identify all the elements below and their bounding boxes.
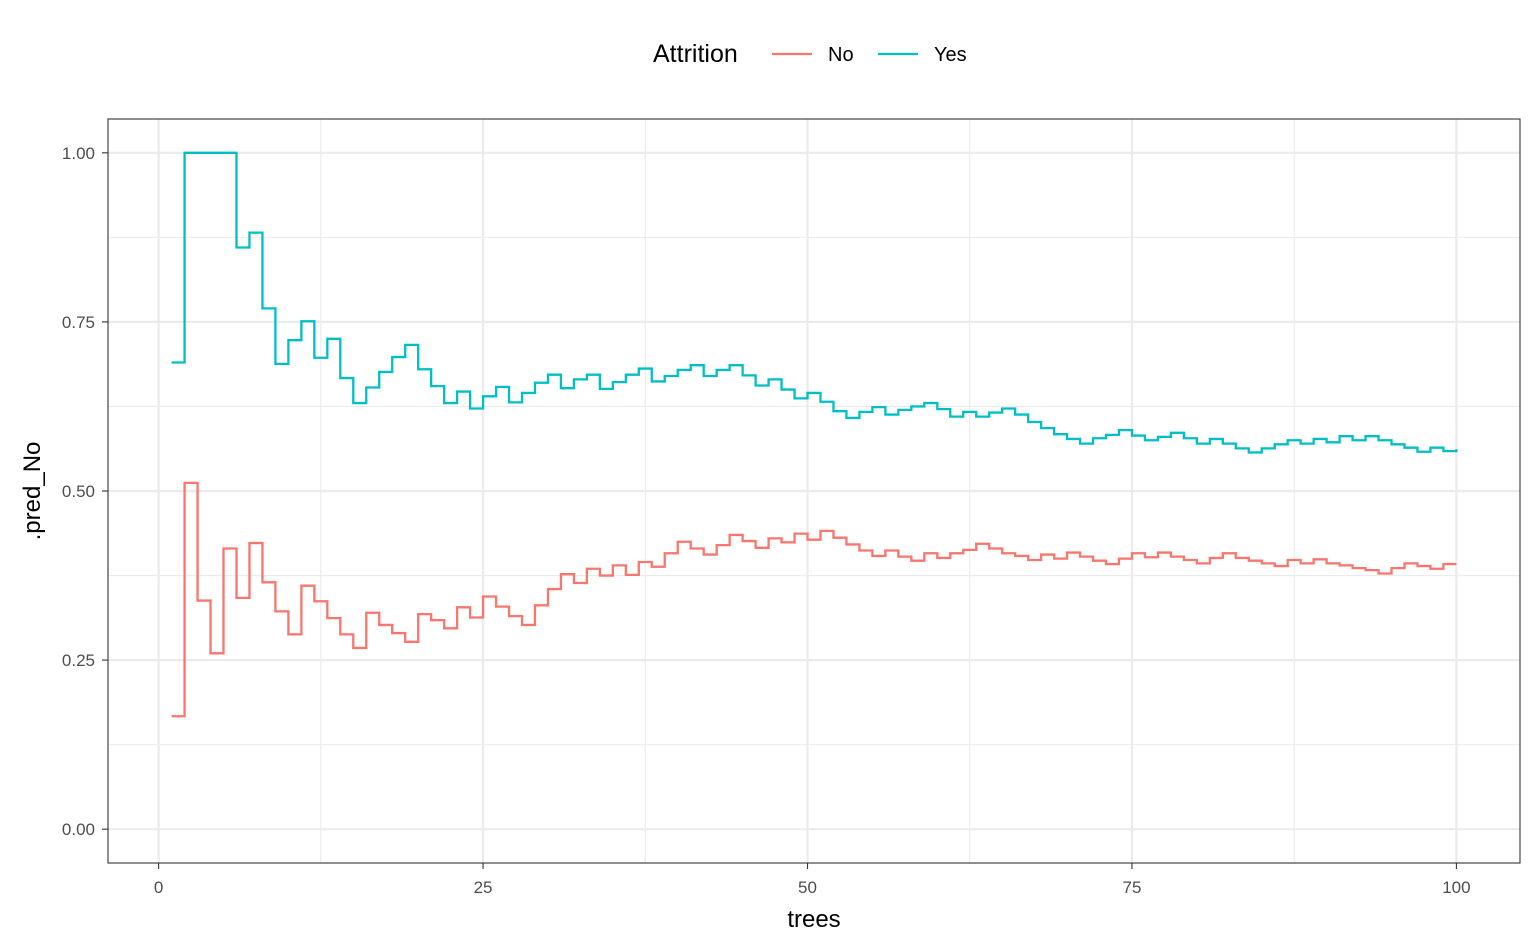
legend: Attrition No Yes xyxy=(653,40,967,68)
series-layer xyxy=(171,151,1458,718)
x-tick-label: 25 xyxy=(474,878,493,897)
y-tick-label: 0.50 xyxy=(62,482,95,501)
y-tick-label: 1.00 xyxy=(62,144,95,163)
legend-label-no: No xyxy=(828,44,854,66)
y-tick-label: 0.75 xyxy=(62,313,95,332)
series-line-yes xyxy=(171,151,1458,454)
major-grid xyxy=(108,119,1520,863)
x-tick-label: 75 xyxy=(1122,878,1141,897)
x-axis-title: trees xyxy=(787,906,840,933)
y-axis: 0.00 0.25 0.50 0.75 1.00 xyxy=(62,144,108,839)
minor-grid xyxy=(108,119,1520,863)
x-tick-label: 100 xyxy=(1442,878,1470,897)
legend-label-yes: Yes xyxy=(934,44,967,66)
series-line-no xyxy=(171,481,1457,718)
x-tick-label: 50 xyxy=(798,878,817,897)
x-tick-label: 0 xyxy=(154,878,163,897)
y-tick-label: 0.25 xyxy=(62,651,95,670)
x-axis: 0 25 50 75 100 xyxy=(154,863,1471,897)
y-tick-label: 0.00 xyxy=(62,820,95,839)
legend-title: Attrition xyxy=(653,40,738,68)
y-axis-title: .pred_No xyxy=(19,442,46,541)
